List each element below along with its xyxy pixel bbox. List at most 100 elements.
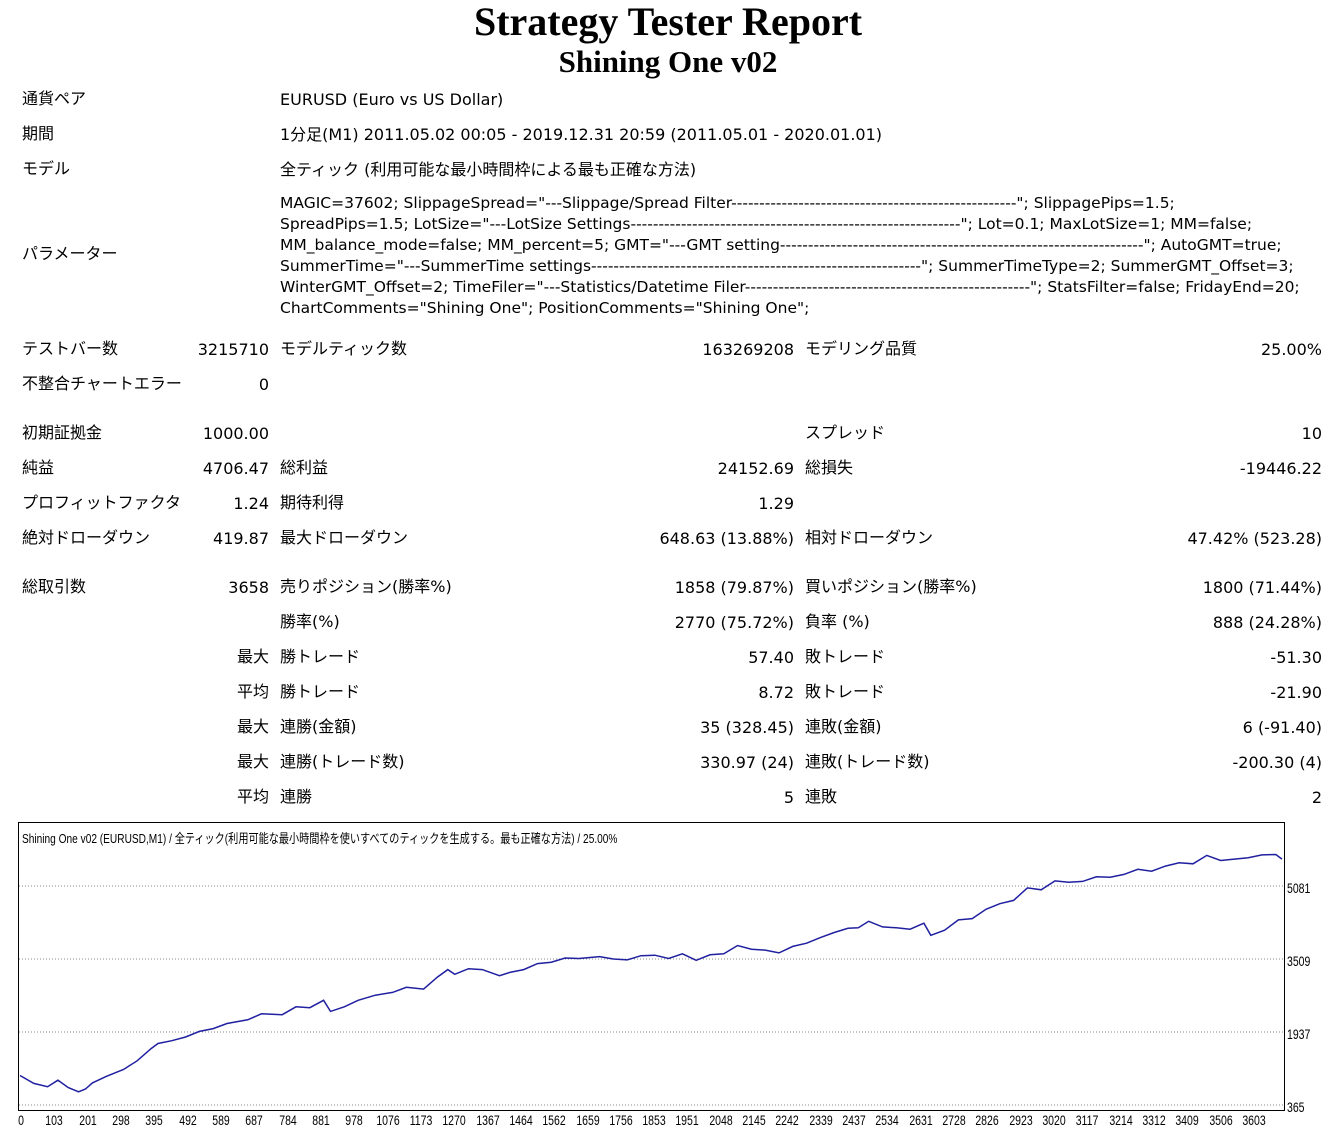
avg-cons-loss-value: 2	[1311, 788, 1322, 807]
trades-label: 総取引数	[22, 577, 87, 596]
rel-drawdown-label: 相対ドローダウン	[805, 528, 934, 547]
x-tick-label: 3603	[1242, 1112, 1266, 1128]
payoff-value: 1.29	[758, 494, 794, 513]
period-label: 期間	[22, 124, 55, 143]
net-value: 4706.47	[202, 459, 269, 478]
params-line: MM_balance_mode=false; MM_percent=5; GMT…	[280, 236, 1282, 254]
period-value: 1分足(M1) 2011.05.02 00:05 - 2019.12.31 20…	[280, 125, 883, 144]
x-tick-label: 3409	[1175, 1112, 1200, 1128]
average-win-label: 勝トレード	[280, 682, 361, 701]
bars-label: テストバー数	[22, 339, 119, 358]
y-tick-label: 365	[1287, 1099, 1305, 1115]
quality-value: 25.00%	[1260, 340, 1322, 359]
max-cons-loss-label: 連敗(金額)	[805, 717, 882, 736]
ticks-label: モデルティック数	[280, 339, 408, 358]
mismatch-value: 0	[258, 375, 269, 394]
loss-value: 888 (24.28%)	[1212, 613, 1322, 632]
max-label: 最大	[236, 752, 269, 771]
x-tick-label: 103	[45, 1112, 64, 1128]
x-tick-label: 687	[245, 1112, 264, 1128]
report-subtitle: Shining One v02	[558, 44, 778, 79]
loss-label: 負率 (%)	[805, 612, 870, 631]
spread-label: スプレッド	[805, 423, 886, 442]
largest-win-label: 勝トレード	[280, 647, 361, 666]
x-tick-label: 1270	[442, 1112, 466, 1128]
max-cons-profit-label: 連勝(トレード数)	[280, 752, 405, 771]
max-drawdown-label: 最大ドローダウン	[280, 528, 409, 547]
x-tick-label: 1173	[409, 1112, 433, 1128]
max-cons-win-value: 35 (328.45)	[700, 718, 794, 737]
x-tick-label: 1853	[642, 1112, 666, 1128]
deposit-value: 1000.00	[202, 424, 269, 443]
chart-title: Shining One v02 (EURUSD,M1) / 全ティック(利用可能…	[22, 831, 618, 846]
max-cons-profit-value: 330.97 (24)	[700, 753, 794, 772]
abs-drawdown-label: 絶対ドローダウン	[22, 528, 151, 547]
x-tick-label: 1076	[375, 1112, 400, 1128]
ticks-value: 163269208	[702, 340, 794, 359]
max-cons-loss-value: 6 (-91.40)	[1242, 718, 1322, 737]
x-tick-label: 3214	[1109, 1112, 1133, 1128]
deposit-label: 初期証拠金	[22, 423, 103, 442]
long-value: 1800 (71.44%)	[1202, 578, 1322, 597]
x-tick-label: 1367	[475, 1112, 500, 1128]
profit-factor-value: 1.24	[233, 494, 269, 513]
x-tick-label: 881	[312, 1112, 330, 1128]
x-tick-label: 2728	[942, 1112, 966, 1128]
rel-drawdown-value: 47.42% (523.28)	[1187, 529, 1322, 548]
max-label: 最大	[236, 647, 269, 666]
params-line: SpreadPips=1.5; LotSize="---LotSize Sett…	[280, 215, 1253, 233]
bars-value: 3215710	[197, 340, 269, 359]
x-tick-label: 298	[112, 1112, 130, 1128]
x-tick-label: 2145	[742, 1112, 766, 1128]
model-value: 全ティック (利用可能な最小時間枠による最も正確な方法)	[280, 160, 697, 179]
average-win-value: 8.72	[758, 683, 794, 702]
params-value: MAGIC=37602; SlippageSpread="---Slippage…	[280, 193, 1330, 319]
quality-label: モデリング品質	[805, 339, 918, 358]
x-tick-label: 2339	[809, 1112, 833, 1128]
largest-win-value: 57.40	[748, 648, 794, 667]
params-label: パラメーター	[22, 244, 118, 263]
x-tick-label: 2048	[709, 1112, 733, 1128]
params-line: ChartComments="Shining One"; PositionCom…	[280, 299, 810, 317]
net-label: 純益	[22, 458, 55, 477]
symbol-label: 通貨ペア	[22, 89, 87, 108]
avg-cons-loss-label: 連敗	[805, 787, 838, 806]
gross-profit-label: 総利益	[280, 458, 329, 477]
win-label: 勝率(%)	[280, 612, 340, 631]
avg-cons-win-label: 連勝	[280, 787, 313, 806]
x-tick-label: 3117	[1076, 1112, 1099, 1128]
avg-cons-win-value: 5	[783, 788, 794, 807]
x-tick-label: 3506	[1208, 1112, 1233, 1128]
params-line: MAGIC=37602; SlippageSpread="---Slippage…	[280, 194, 1175, 212]
balance-chart: Shining One v02 (EURUSD,M1) / 全ティック(利用可能…	[18, 822, 1285, 1111]
max-drawdown-value: 648.63 (13.88%)	[659, 529, 794, 548]
payoff-label: 期待利得	[280, 493, 345, 512]
x-tick-label: 1951	[675, 1112, 700, 1128]
profit-factor-label: プロフィットファクタ	[22, 493, 182, 512]
win-value: 2770 (75.72%)	[674, 613, 794, 632]
x-tick-label: 589	[212, 1112, 230, 1128]
trades-value: 3658	[228, 578, 269, 597]
x-tick-label: 3312	[1142, 1112, 1166, 1128]
x-tick-label: 2826	[975, 1112, 1000, 1128]
x-tick-label: 0	[18, 1112, 24, 1128]
x-tick-label: 201	[78, 1112, 97, 1128]
gross-profit-value: 24152.69	[717, 459, 794, 478]
params-line: WinterGMT_Offset=2; TimeFiler="---Statis…	[280, 278, 1300, 296]
max-label: 最大	[236, 717, 269, 736]
x-tick-label: 395	[145, 1112, 164, 1128]
balance-series-line	[19, 853, 1283, 1093]
x-tick-label: 784	[278, 1112, 297, 1128]
abs-drawdown-value: 419.87	[213, 529, 269, 548]
max-cons-lossamt-value: -200.30 (4)	[1232, 753, 1322, 772]
avg-label: 平均	[236, 682, 269, 701]
y-tick-label: 3509	[1287, 953, 1311, 969]
gross-loss-label: 総損失	[805, 458, 854, 477]
x-tick-label: 492	[178, 1112, 197, 1128]
y-tick-label: 5081	[1287, 880, 1311, 896]
model-label: モデル	[22, 159, 71, 178]
y-tick-label: 1937	[1287, 1026, 1311, 1042]
max-cons-lossamt-label: 連敗(トレード数)	[805, 752, 930, 771]
mismatch-label: 不整合チャートエラー	[22, 374, 182, 393]
x-tick-label: 2437	[842, 1112, 866, 1128]
